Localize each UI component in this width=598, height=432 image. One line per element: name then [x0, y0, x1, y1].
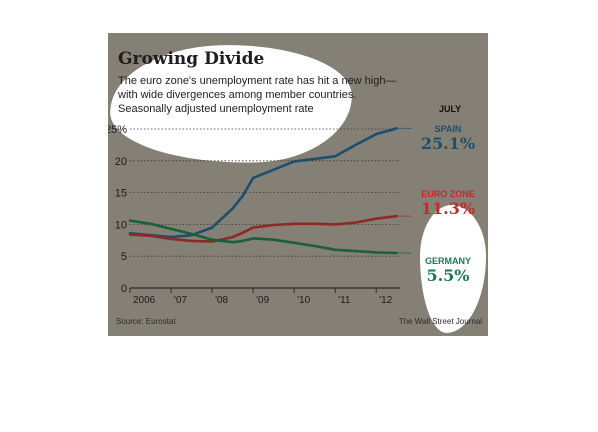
data-point — [149, 223, 152, 225]
data-point — [272, 168, 275, 171]
data-point — [313, 158, 316, 160]
y-tick-label: 10 — [115, 219, 127, 231]
data-point — [231, 241, 234, 243]
x-tick-label: '10 — [297, 295, 310, 306]
line-plot: 0 5 10 15 20 25% 2006 '07 '08 '09 '10 '11 '12 — [108, 124, 411, 306]
series-line-spain — [128, 127, 399, 239]
data-point — [375, 133, 378, 135]
legend-euro-zone-value: 11.3% — [420, 199, 476, 218]
data-point — [170, 228, 172, 230]
data-point — [211, 226, 213, 229]
data-point — [395, 215, 398, 217]
data-point — [354, 144, 357, 146]
x-tick-label: '12 — [379, 295, 392, 306]
legend-date-label: JULY — [439, 104, 462, 114]
y-tick-label: 0 — [121, 283, 127, 295]
y-tick-label: 20 — [115, 156, 127, 168]
chart-subtitle-line: Seasonally adjusted unemployment rate — [118, 103, 314, 115]
data-point — [354, 250, 357, 252]
x-tick-label: '11 — [338, 295, 351, 306]
data-point — [170, 236, 172, 238]
data-point — [293, 160, 295, 163]
data-point — [334, 223, 336, 226]
data-point — [375, 251, 378, 254]
credit-note: The Wall Street Journal — [398, 317, 482, 326]
data-point — [354, 221, 357, 224]
data-point — [242, 195, 244, 197]
data-point — [149, 235, 152, 237]
legend-spain-value: 25.1% — [420, 134, 476, 153]
data-point — [395, 252, 398, 254]
data-point — [190, 240, 193, 242]
data-point — [313, 245, 316, 247]
data-point — [272, 224, 275, 226]
legend-euro-zone: EURO ZONE 11.3% — [413, 189, 483, 218]
x-tick-label: '07 — [174, 295, 187, 306]
data-point — [242, 231, 244, 234]
legend-spain-name: SPAIN — [434, 124, 462, 134]
data-point — [242, 240, 244, 242]
x-tick-label: '09 — [256, 295, 269, 306]
y-tick-label: 25% — [108, 124, 127, 136]
data-point — [129, 219, 131, 222]
data-point — [252, 177, 254, 179]
legend-euro-zone-name: EURO ZONE — [421, 189, 475, 199]
data-point — [211, 240, 213, 243]
data-point — [231, 236, 234, 238]
x-tick-label: 2006 — [133, 295, 156, 306]
data-point — [395, 127, 398, 130]
chart-figure: Growing Divide The euro zone's unemploym… — [108, 33, 488, 336]
data-point — [334, 249, 336, 251]
legend-germany-name: GERMANY — [424, 256, 471, 266]
data-point — [129, 233, 131, 236]
data-point — [272, 238, 275, 241]
y-tick-label: 5 — [121, 251, 127, 263]
data-point — [231, 207, 234, 210]
data-point — [211, 238, 213, 241]
legend-germany-value: 5.5% — [426, 266, 470, 285]
data-point — [293, 223, 295, 225]
x-tick-label: '08 — [215, 295, 228, 306]
chart-subtitle-line: with wide divergences among member count… — [118, 89, 357, 101]
data-point — [293, 242, 295, 244]
data-point — [252, 237, 254, 240]
data-point — [170, 238, 172, 240]
data-point — [190, 233, 193, 235]
source-note: Source: Eurostat — [116, 317, 176, 326]
legend-germany: GERMANY 5.5% — [413, 256, 483, 285]
chart-title: Growing Divide — [118, 49, 265, 69]
y-tick-label: 15 — [115, 188, 127, 200]
chart-subtitle-line: The euro zone's unemployment rate has hi… — [118, 75, 397, 87]
data-point — [252, 226, 254, 229]
data-point — [334, 155, 336, 158]
data-point — [313, 223, 316, 225]
data-point — [375, 217, 378, 220]
legend-spain: SPAIN 25.1% — [413, 124, 483, 153]
